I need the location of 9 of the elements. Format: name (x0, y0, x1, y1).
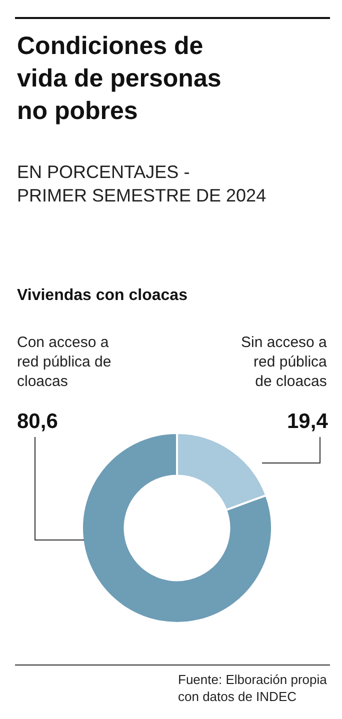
donut-slice (81, 432, 273, 624)
slice-label: Con acceso a red pública de cloacas (17, 334, 112, 390)
text: Viviendas con cloacas (17, 287, 188, 304)
data-label: 19,4 (287, 410, 328, 433)
chart-subtitle: EN PORCENTAJES - PRIMER SEMESTRE DE 2024 (17, 162, 266, 206)
slice-label: Sin acceso a red pública de cloacas (241, 334, 328, 390)
data-label: 80,6 (17, 410, 58, 433)
chart-title: Condiciones de vida de personas no pobres (17, 32, 222, 125)
source-note: Fuente: Elboración propia con datos de INDEC (178, 672, 328, 704)
